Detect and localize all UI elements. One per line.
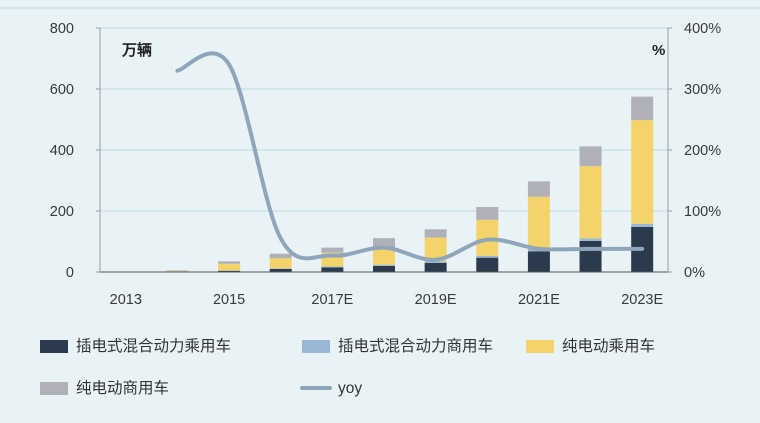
y-right-tick-label: 0%	[684, 265, 705, 281]
x-tick-label: 2023E	[621, 292, 663, 308]
legend-item: 插电式混合动力商用车	[302, 337, 493, 355]
y-left-tick-label: 800	[50, 21, 74, 37]
bar-segment	[424, 237, 447, 262]
bar-segment	[373, 247, 395, 265]
bar-segment	[218, 261, 241, 264]
bar-segment	[476, 257, 499, 272]
right-unit-label: %	[652, 42, 665, 59]
legend-item: 插电式混合动力乘用车	[40, 337, 231, 355]
bar-segment	[424, 229, 447, 238]
x-tick-label: 2021E	[518, 292, 560, 308]
y-right-tick-label: 400%	[684, 21, 721, 37]
y-left-tick-label: 600	[50, 82, 74, 98]
y-left-tick-label: 400	[50, 143, 74, 159]
x-tick-label: 2019E	[415, 292, 457, 308]
bar-segment	[269, 258, 292, 269]
bar-segment	[166, 271, 189, 272]
bar-segment	[631, 223, 654, 227]
left-unit-label: 万辆	[121, 41, 152, 59]
legend-item: 纯电动乘用车	[526, 337, 655, 355]
legend-item: yoy	[300, 380, 362, 397]
bar-segment	[579, 238, 602, 241]
bar-segment	[218, 263, 241, 271]
bar-segment	[631, 96, 654, 121]
y-left-tick-label: 0	[66, 265, 74, 281]
bar-segment	[424, 262, 447, 272]
legend-swatch	[302, 340, 330, 353]
bar-segment	[166, 270, 189, 272]
y-right-tick-label: 100%	[684, 204, 721, 220]
bar-segment	[373, 264, 395, 266]
bar-segment	[373, 265, 395, 272]
legend-item: 纯电动商用车	[40, 379, 169, 397]
y-right-tick-label: 200%	[684, 143, 721, 159]
legend-swatch	[526, 340, 554, 353]
bar-segment	[424, 261, 447, 263]
legend-label: 纯电动商用车	[76, 379, 169, 397]
bar-segment	[218, 270, 241, 271]
y-left-tick-label: 200	[50, 204, 74, 220]
bar-segment	[321, 267, 344, 272]
yoy-line-layer	[175, 51, 645, 262]
bar-layer	[114, 96, 654, 273]
bar-segment	[476, 207, 499, 220]
bar-segment	[269, 268, 292, 269]
bar-segment	[527, 251, 550, 272]
legend-label: 插电式混合动力乘用车	[76, 337, 231, 355]
axes: 0 200 400 600 800 0% 100% 200% 300% 400% 2013 2015 2…	[50, 21, 721, 308]
yoy-line	[175, 51, 645, 262]
legend-swatch	[40, 340, 68, 353]
bar-segment	[579, 166, 602, 239]
bar-segment	[579, 240, 602, 272]
bar-segment	[218, 270, 241, 272]
bar-segment	[269, 253, 292, 259]
x-tick-label: 2015	[213, 292, 245, 308]
bar-segment	[321, 266, 344, 268]
bar-segment	[527, 181, 550, 197]
legend-label: 插电式混合动力商用车	[338, 337, 493, 355]
bar-segment	[269, 268, 292, 272]
bar-segment	[579, 146, 602, 167]
legend-label: yoy	[338, 380, 362, 397]
bar-segment	[373, 238, 395, 248]
x-tick-label: 2013	[110, 292, 142, 308]
legend-swatch	[40, 382, 68, 395]
chart-grid	[100, 27, 668, 212]
bar-segment	[527, 196, 550, 250]
bar-segment	[631, 120, 654, 224]
y-right-tick-label: 300%	[684, 82, 721, 98]
bar-segment	[321, 247, 344, 253]
x-tick-label: 2017E	[311, 292, 353, 308]
legend-label: 纯电动乘用车	[562, 337, 655, 355]
bar-segment	[476, 255, 499, 258]
